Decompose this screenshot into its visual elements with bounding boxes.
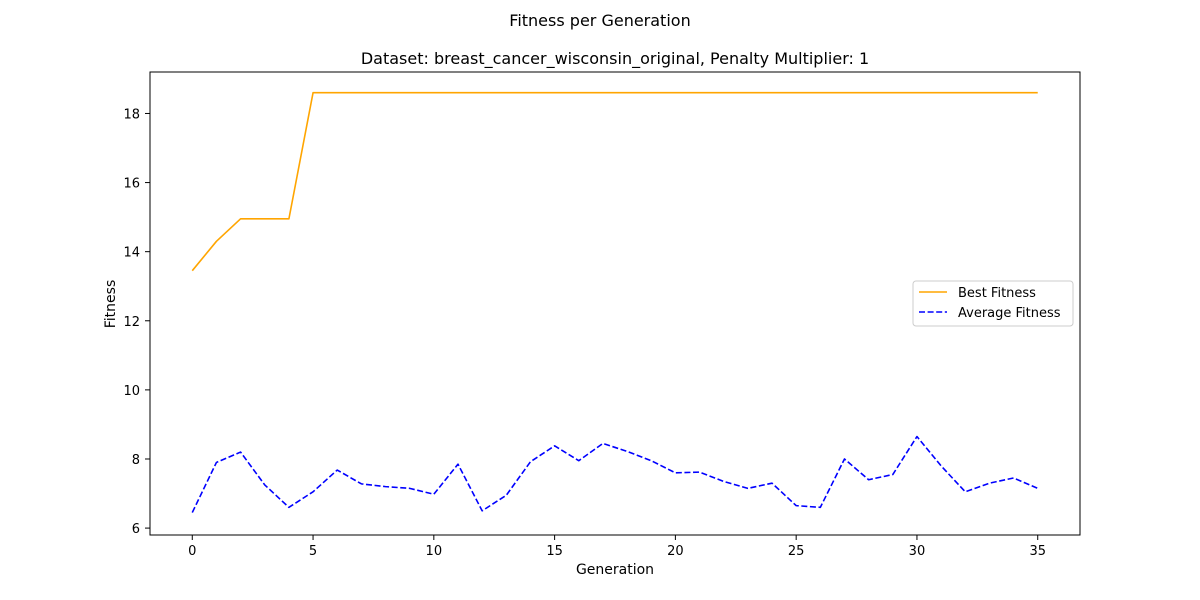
legend-label: Best Fitness	[958, 286, 1036, 301]
series-lines	[191, 91, 1039, 513]
x-axis-label: Generation	[576, 562, 654, 578]
legend-box	[912, 280, 1074, 327]
x-tick-label: 25	[788, 544, 805, 559]
plot-area	[149, 71, 1081, 536]
y-axis-label: Fitness	[103, 280, 119, 329]
best-fitness-line	[191, 91, 1038, 272]
y-tick-label: 14	[123, 246, 140, 261]
x-tick-label: 10	[426, 544, 443, 559]
average-fitness-line	[191, 435, 1039, 513]
y-tick-label: 18	[123, 107, 140, 122]
x-axis-ticks: 0 5 10 15 20 25 30 35	[188, 535, 1046, 559]
y-tick-label: 10	[123, 384, 140, 399]
y-axis-ticks: 6 8 10 12 14 16 18	[123, 107, 150, 537]
x-tick-label: 5	[309, 544, 317, 559]
y-tick-label: 16	[123, 177, 140, 192]
plot-frame	[149, 71, 1081, 536]
y-tick-label: 8	[132, 453, 140, 468]
x-tick-label: 0	[188, 544, 196, 559]
y-tick-label: 12	[123, 315, 140, 330]
x-tick-label: 30	[909, 544, 926, 559]
chart-suptitle: Fitness per Generation	[509, 11, 690, 30]
y-tick-label: 6	[132, 522, 140, 537]
chart-title: Dataset: breast_cancer_wisconsin_origina…	[361, 49, 869, 69]
x-tick-label: 20	[667, 544, 684, 559]
x-tick-label: 35	[1029, 544, 1046, 559]
chart-legend: Best Fitness Average Fitness	[912, 280, 1074, 327]
x-tick-label: 15	[546, 544, 563, 559]
legend-label: Average Fitness	[958, 306, 1061, 321]
